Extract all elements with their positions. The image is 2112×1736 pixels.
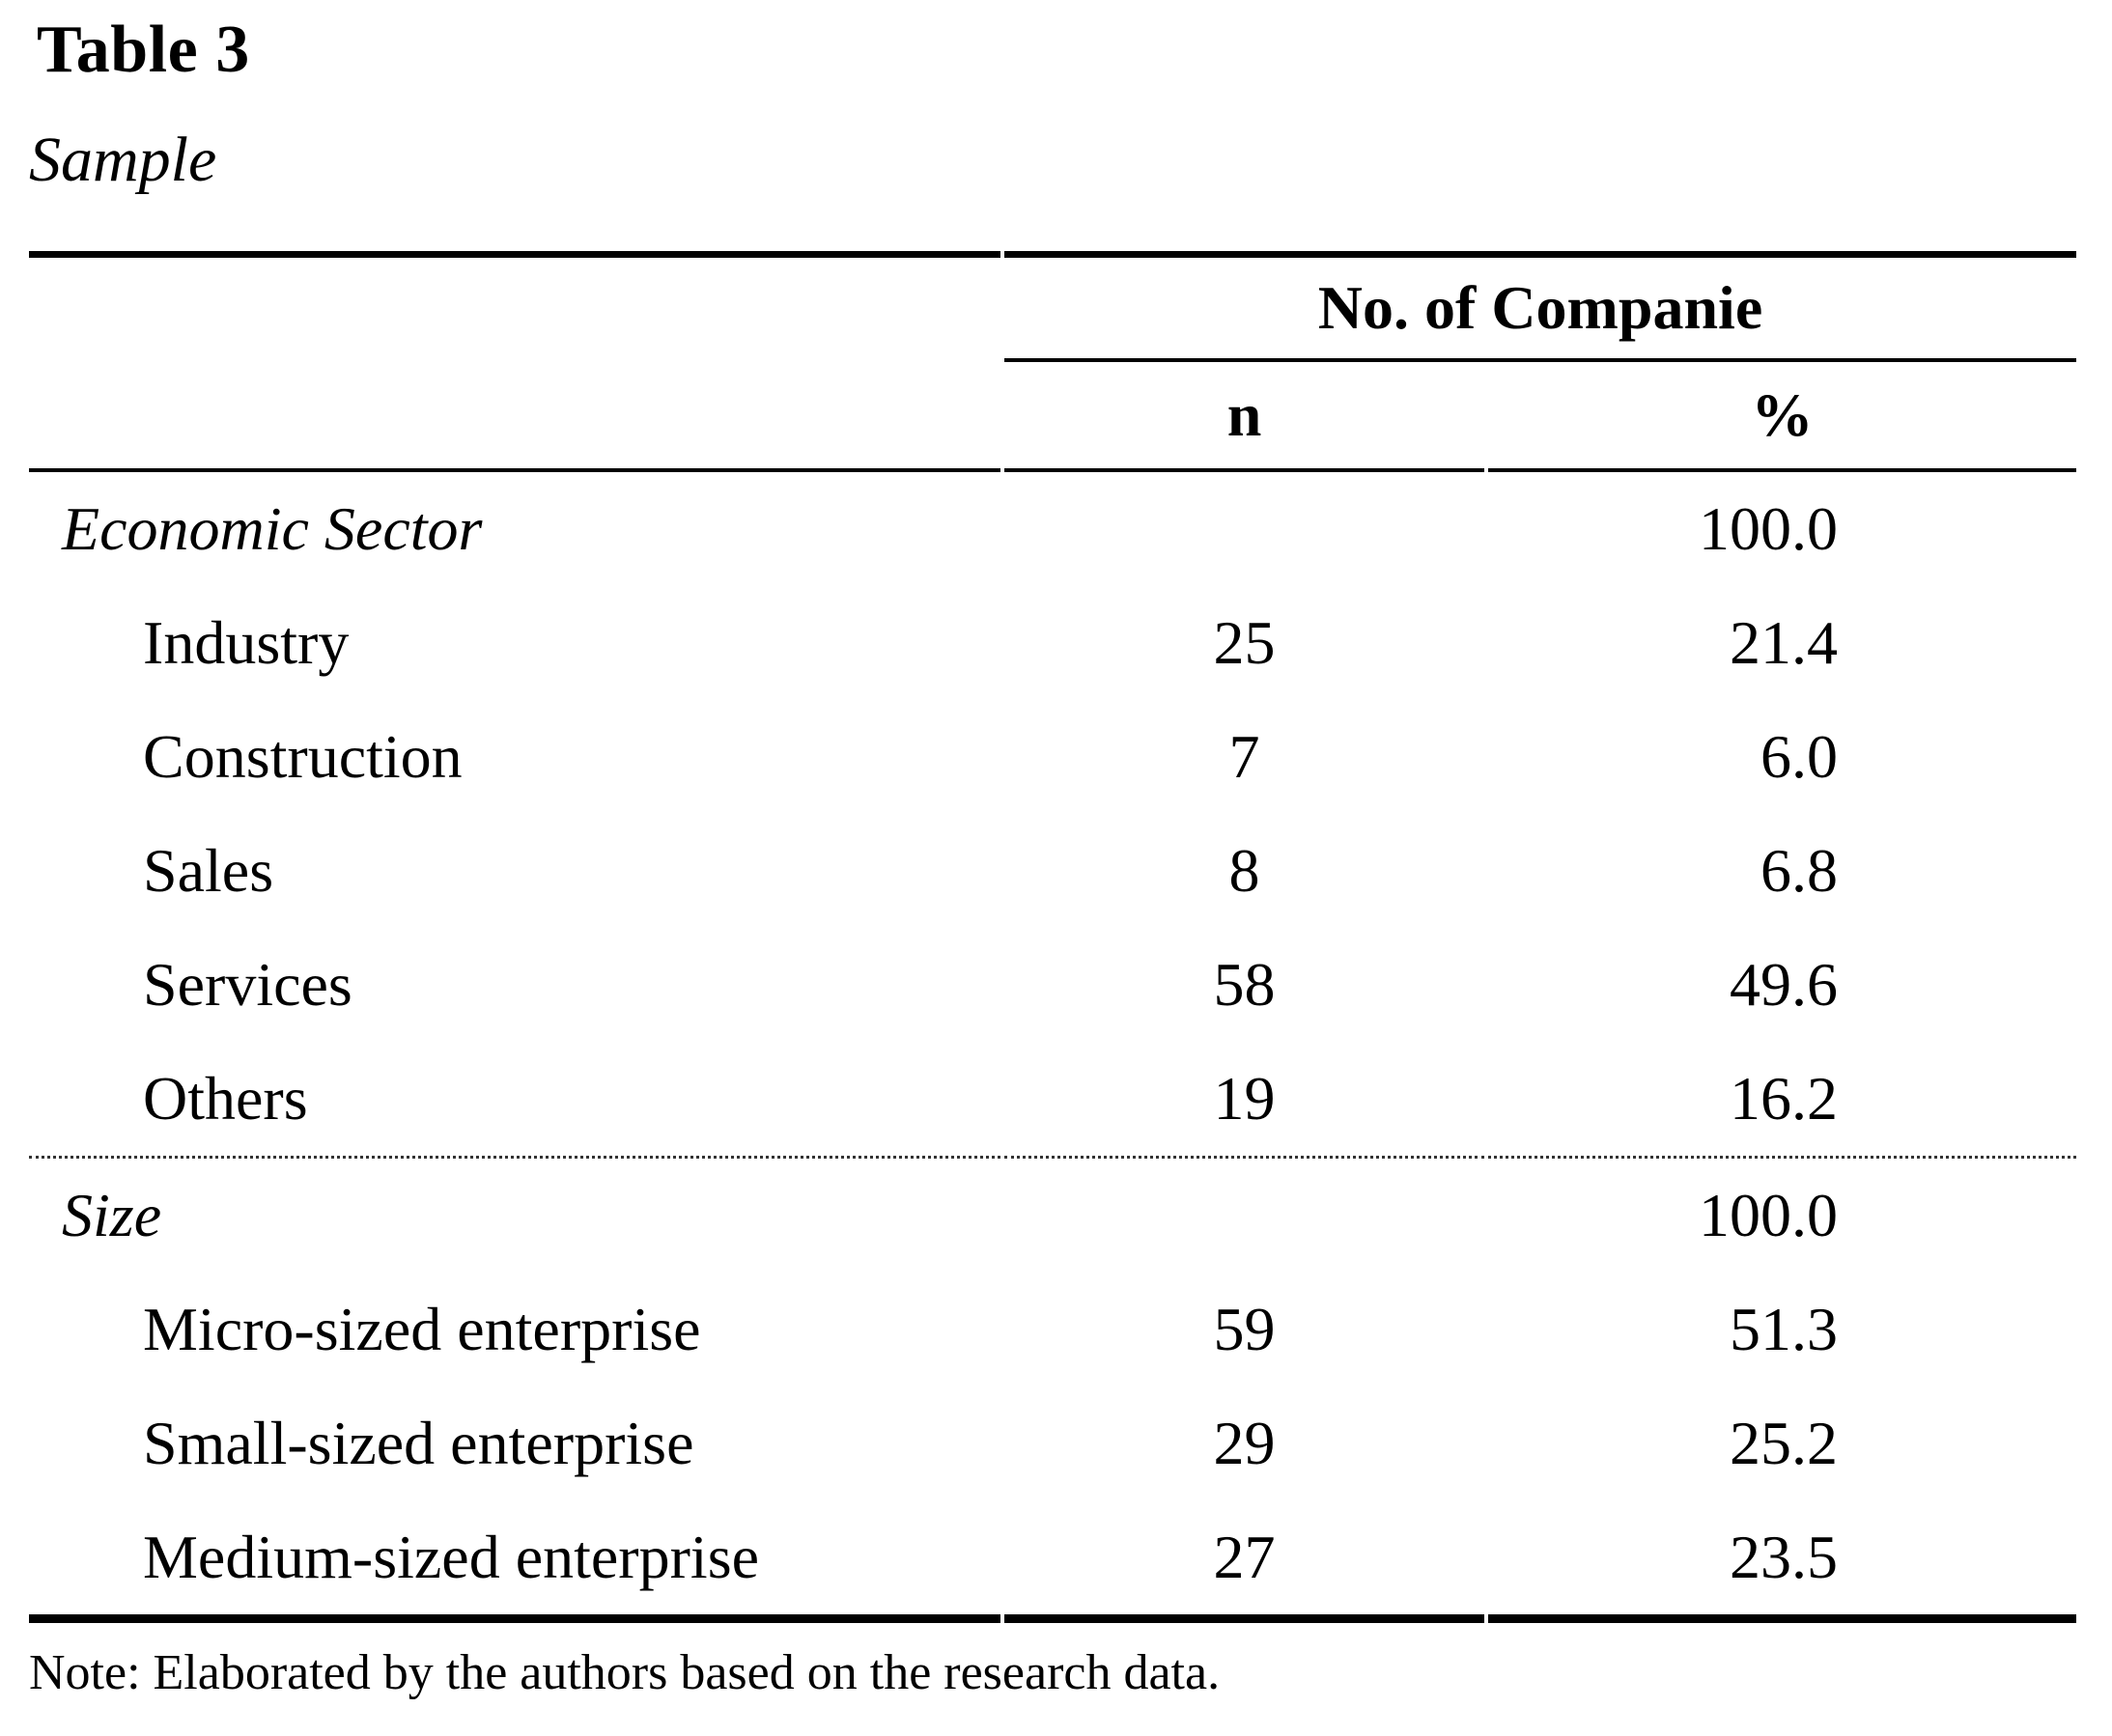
column-header-spacer-cell	[29, 362, 1000, 472]
document-page: Table 3 Sample No. of Companie n % Econo…	[0, 16, 2112, 1736]
row-n-value: 8	[1228, 836, 1260, 905]
row-percent-value: 21.4	[1730, 608, 1838, 677]
row-label: Micro-sized enterprise	[143, 1295, 701, 1363]
row-percent-value: 23.5	[1488, 1500, 2076, 1623]
row-label: Economic Sector	[62, 494, 483, 563]
table-note: Note: Elaborated by the authors based on…	[29, 1645, 1221, 1700]
row-n-value: 25	[1213, 608, 1276, 677]
row-n-value: 7	[1228, 722, 1260, 791]
row-label: Industry	[143, 608, 350, 677]
table-row-construction: Construction 7 6.0	[29, 700, 2076, 814]
sample-table: No. of Companie n % Economic Sector 100.…	[25, 251, 2080, 1623]
table-row-industry: Industry 25 21.4	[29, 586, 2076, 700]
row-percent-value: 25.2	[1730, 1409, 1838, 1477]
column-header-percent: %	[1488, 362, 2076, 472]
table-row-size: Size 100.0	[29, 1159, 2076, 1273]
row-label: Construction	[143, 722, 463, 791]
table-row-small-sized: Small-sized enterprise 29 25.2	[29, 1386, 2076, 1500]
row-n-value: 58	[1213, 950, 1276, 1019]
spanner-header-row: No. of Companie	[29, 251, 2076, 362]
row-n-value: 29	[1213, 1409, 1276, 1477]
row-n-value	[1004, 1159, 1484, 1273]
row-percent-value: 100.0	[1699, 1181, 1838, 1249]
row-label: Medium-sized enterprise	[29, 1500, 1000, 1623]
table-row-medium-sized: Medium-sized enterprise 27 23.5	[29, 1500, 2076, 1623]
row-n-value: 27	[1004, 1500, 1484, 1623]
group-header-no-of-companies: No. of Companie	[1004, 251, 2076, 362]
row-percent-value: 100.0	[1699, 494, 1838, 563]
table-row-micro-sized: Micro-sized enterprise 59 51.3	[29, 1273, 2076, 1386]
spanner-spacer-cell	[29, 251, 1000, 362]
row-label: Sales	[143, 836, 274, 905]
row-label: Size	[62, 1181, 162, 1249]
row-n-value	[1004, 472, 1484, 586]
column-header-n: n	[1004, 362, 1484, 472]
row-percent-value: 16.2	[1488, 1042, 2076, 1159]
table-row-others: Others 19 16.2	[29, 1042, 2076, 1159]
row-n-value: 19	[1004, 1042, 1484, 1159]
row-n-value: 59	[1213, 1295, 1276, 1363]
row-label: Services	[143, 950, 352, 1019]
row-label: Others	[29, 1042, 1000, 1159]
row-percent-value: 6.0	[1760, 722, 1838, 791]
column-header-row: n %	[29, 362, 2076, 472]
table-subtitle: Sample	[29, 125, 217, 195]
table-row-services: Services 58 49.6	[29, 928, 2076, 1042]
row-percent-value: 6.8	[1760, 836, 1838, 905]
row-label: Small-sized enterprise	[143, 1409, 694, 1477]
table-row-sales: Sales 8 6.8	[29, 814, 2076, 928]
row-percent-value: 49.6	[1730, 950, 1838, 1019]
table-title: Table 3	[37, 13, 250, 87]
table-row-economic-sector: Economic Sector 100.0	[29, 472, 2076, 586]
row-percent-value: 51.3	[1730, 1295, 1838, 1363]
